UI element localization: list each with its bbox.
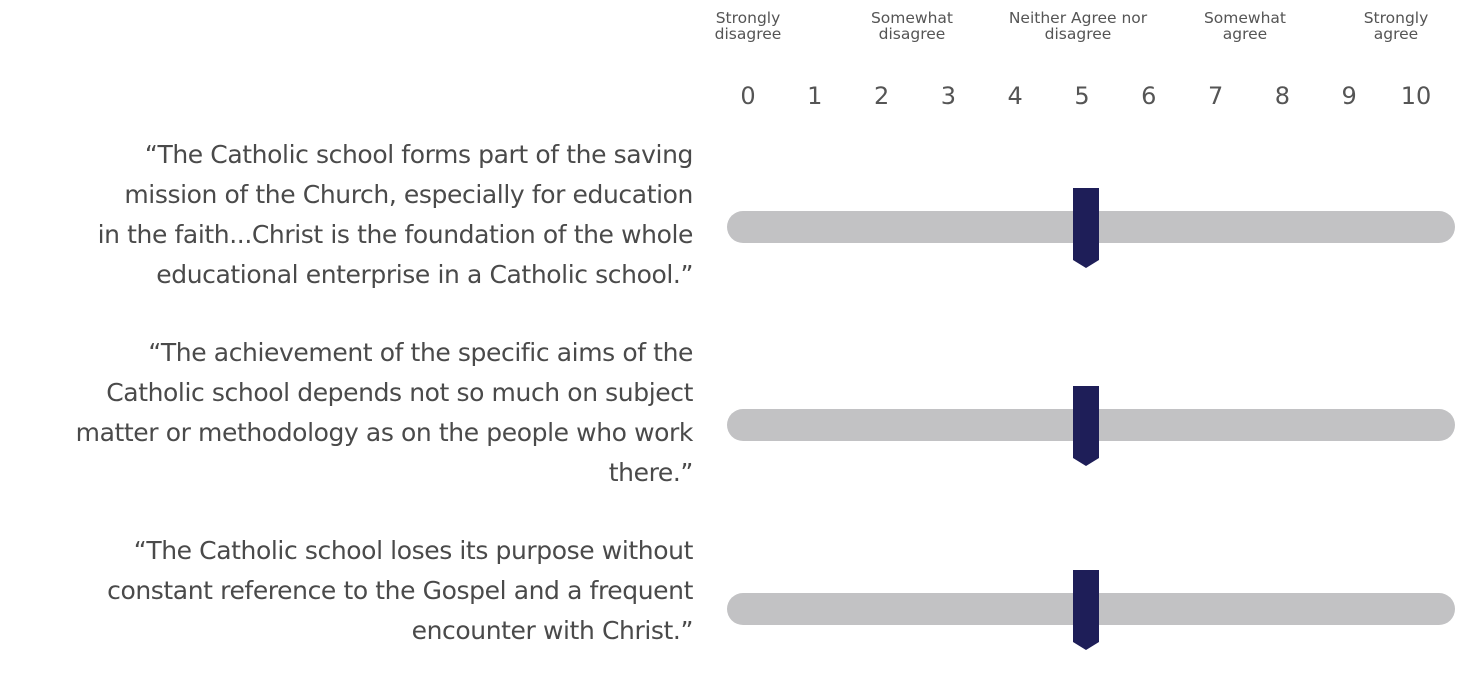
statement-line: educational enterprise in a Catholic sch… bbox=[156, 260, 693, 289]
scale-number: 0 bbox=[740, 82, 756, 110]
scale-number: 3 bbox=[940, 82, 957, 110]
slider-handle[interactable] bbox=[1073, 188, 1099, 268]
scale-number: 1 bbox=[807, 82, 823, 110]
slider-handle-box bbox=[1073, 570, 1099, 650]
scale-label: Strongly agree bbox=[1363, 9, 1429, 43]
slider-handle[interactable] bbox=[1073, 570, 1099, 650]
scale-label: Strongly disagree bbox=[714, 9, 782, 43]
scale-number: 10 bbox=[1400, 82, 1432, 110]
statement-line: Catholic school depends not so much on s… bbox=[106, 378, 693, 407]
statement-line: “The Catholic school loses its purpose w… bbox=[133, 536, 694, 565]
slider-handle[interactable] bbox=[1073, 386, 1099, 466]
statement-line: “The Catholic school forms part of the s… bbox=[144, 140, 693, 169]
statement-line: “The achievement of the specific aims of… bbox=[148, 338, 693, 367]
scale-number: 8 bbox=[1274, 82, 1291, 110]
statement-line: constant reference to the Gospel and a f… bbox=[107, 576, 693, 605]
slider-handle-box bbox=[1073, 386, 1099, 466]
scale-number: 7 bbox=[1207, 82, 1224, 110]
statement-line: encounter with Christ.” bbox=[411, 616, 694, 645]
statement-line: there.” bbox=[608, 458, 694, 487]
slider-handle-box bbox=[1073, 188, 1099, 268]
scale-label: Somewhat agree bbox=[1203, 9, 1287, 43]
scale-number: 9 bbox=[1341, 82, 1357, 110]
scale-number: 2 bbox=[873, 82, 890, 110]
scale-label: Somewhat disagree bbox=[870, 9, 954, 43]
statement-line: in the faith...Christ is the foundation … bbox=[97, 220, 694, 249]
scale-number: 5 bbox=[1074, 82, 1090, 110]
scale-number: 4 bbox=[1007, 82, 1023, 110]
statement-line: mission of the Church, especially for ed… bbox=[124, 180, 693, 209]
scale-label: Neither Agree nor disagree bbox=[1008, 9, 1148, 43]
statement-line: matter or methodology as on the people w… bbox=[75, 418, 694, 447]
scale-number: 6 bbox=[1141, 82, 1157, 110]
